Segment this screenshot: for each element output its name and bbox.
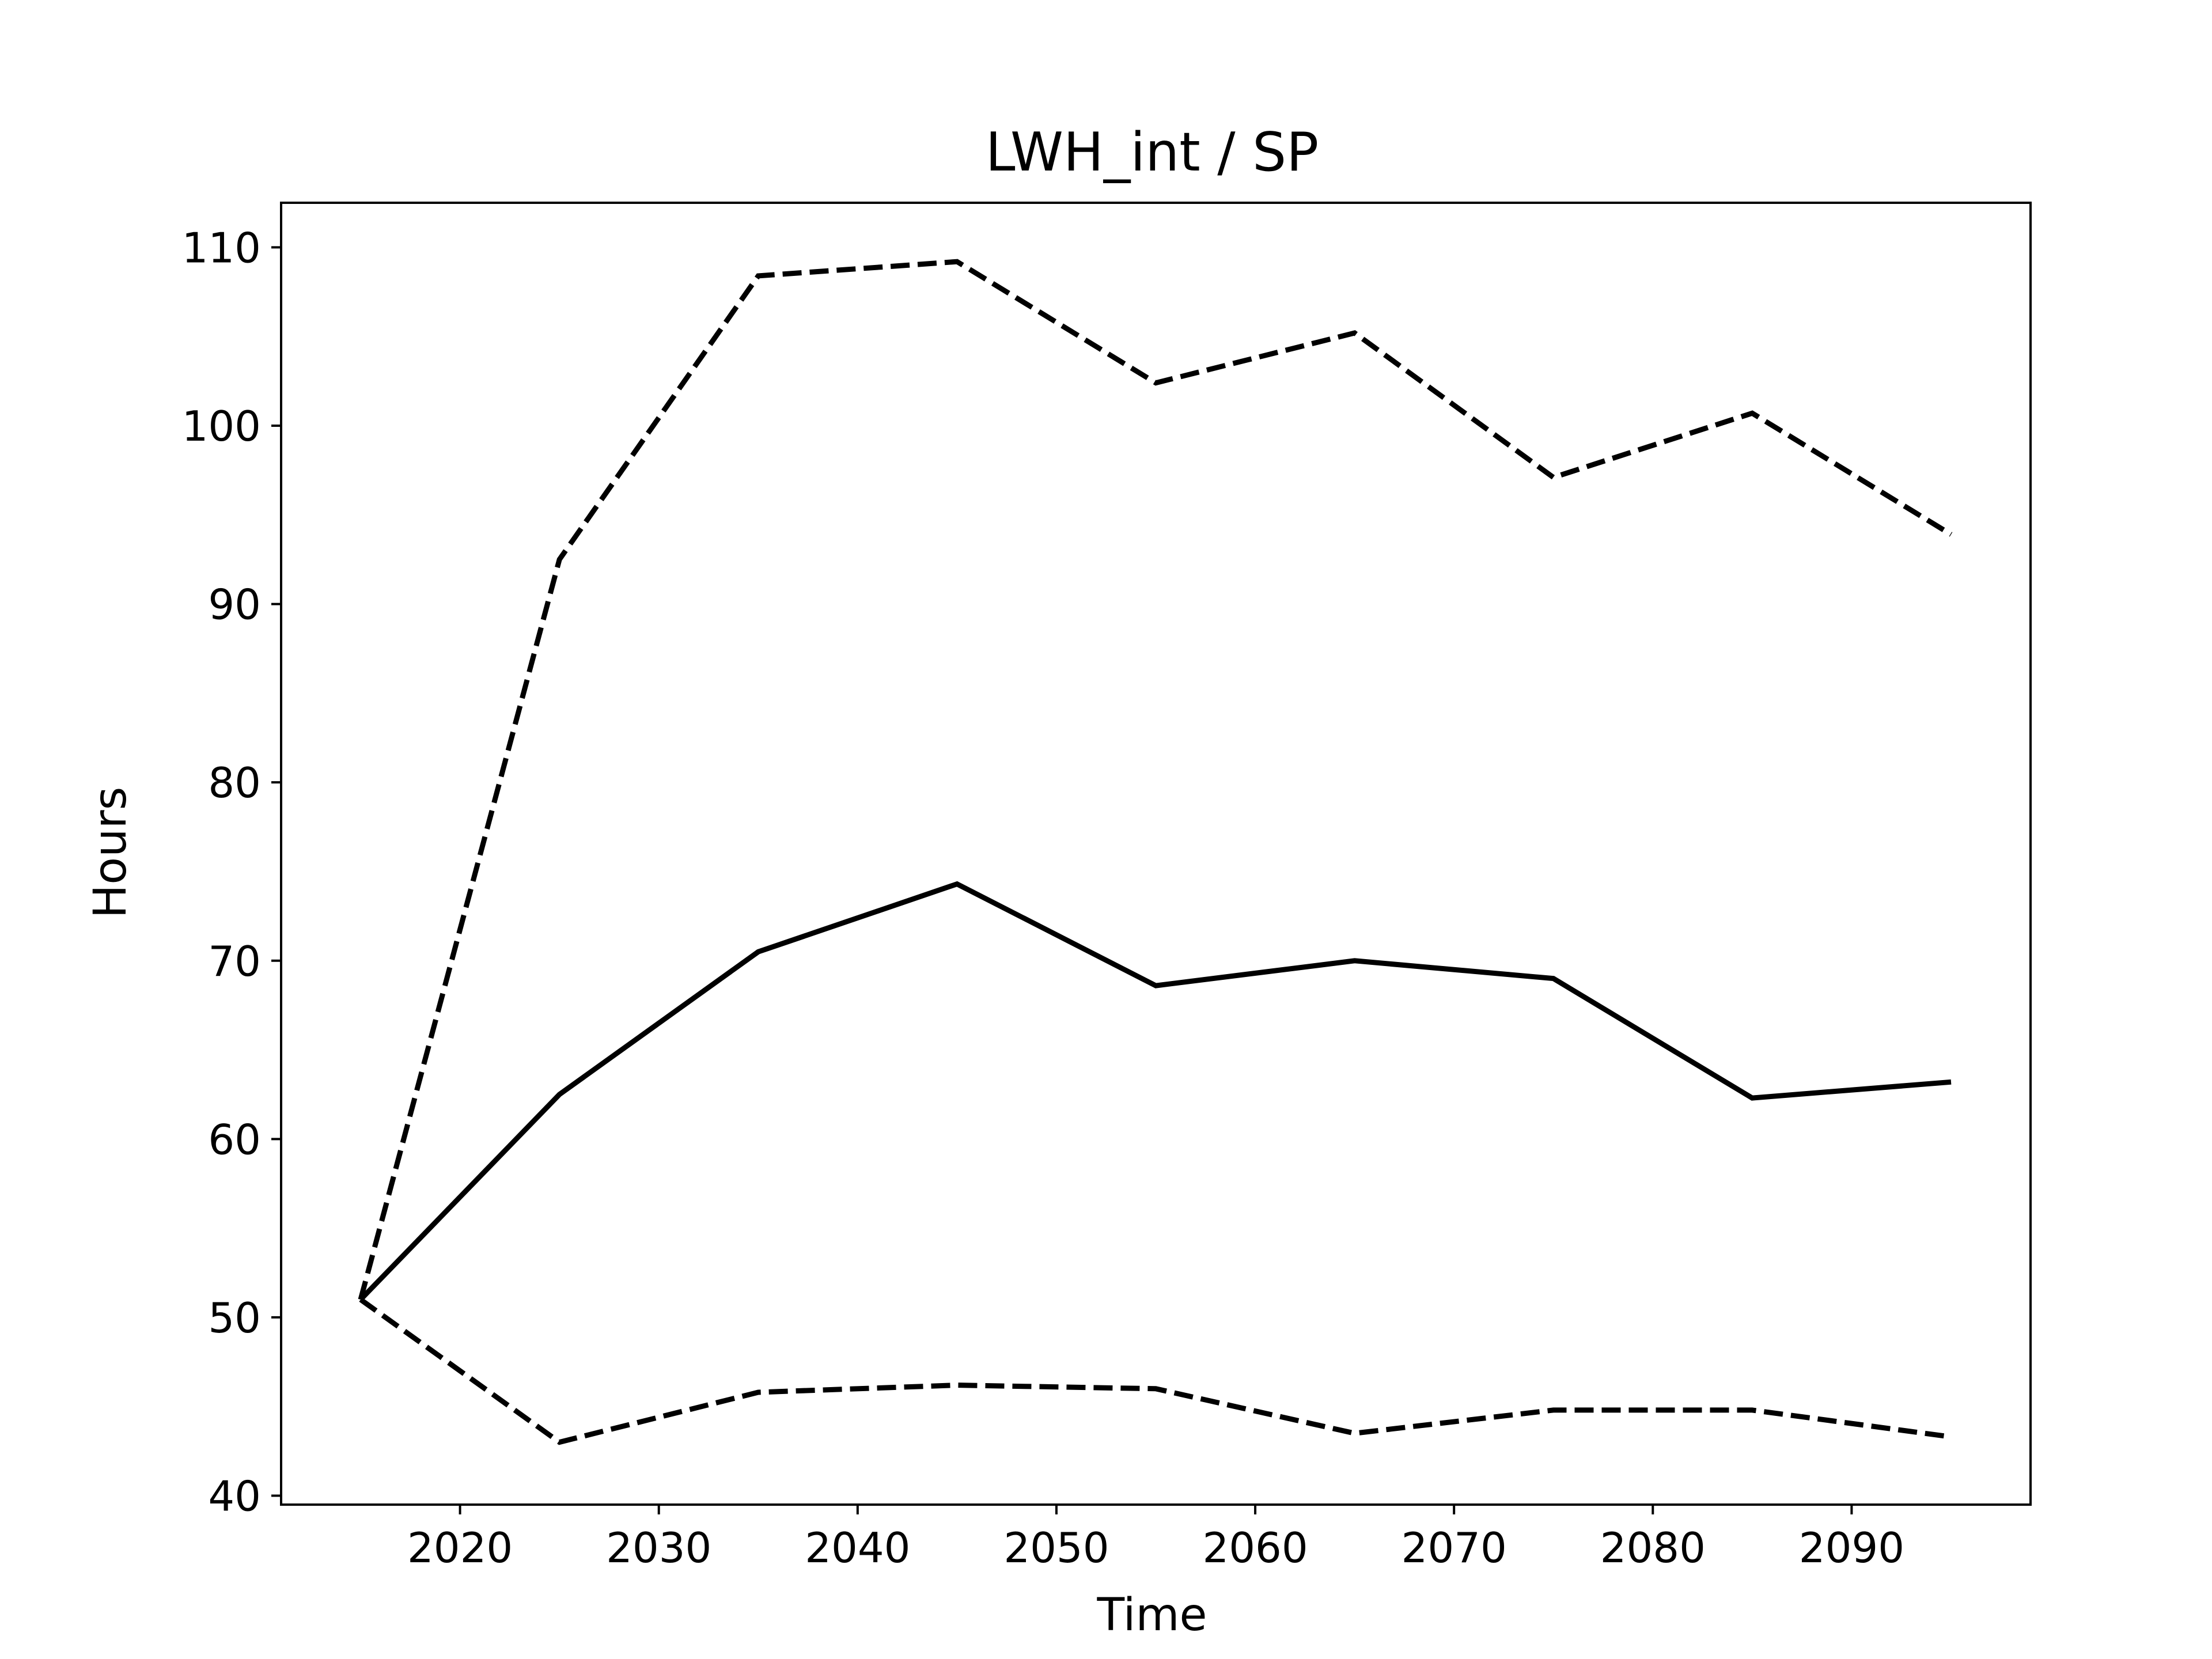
y-tick-label: 80 — [208, 759, 261, 807]
x-tick-label: 2050 — [1003, 1524, 1109, 1572]
y-tick-label: 100 — [182, 402, 261, 450]
y-tick-label: 90 — [208, 581, 261, 629]
series-line-2-dashed — [358, 259, 1953, 1301]
y-tick-label: 60 — [208, 1115, 261, 1164]
x-tick-label: 2060 — [1202, 1524, 1308, 1572]
x-tick-label: 2070 — [1402, 1524, 1507, 1572]
x-tick-label: 2090 — [1799, 1524, 1904, 1572]
x-axis-title: Time — [1097, 1589, 1207, 1641]
y-tick-label: 40 — [208, 1472, 261, 1521]
y-axis-title: Hours — [85, 787, 137, 919]
x-tick-label: 2040 — [805, 1524, 910, 1572]
plot-frame — [280, 202, 2032, 1506]
x-tick-label: 2030 — [606, 1524, 711, 1572]
y-tick-label: 70 — [208, 937, 261, 986]
axes-layer: 2020 2030 2040 2050 2060 2070 2080 2090 40 50 60 70… — [182, 202, 2032, 1572]
y-tick-label: 50 — [208, 1294, 261, 1342]
chart-title: LWH_int / SP — [986, 121, 1319, 183]
x-tick-label: 2080 — [1600, 1524, 1706, 1572]
series-line-3-dashed — [359, 1297, 1952, 1445]
y-tick-label: 110 — [182, 224, 261, 272]
series-layer — [358, 259, 1953, 1445]
series-line-1-solid — [358, 881, 1952, 1302]
x-tick-label: 2020 — [407, 1524, 513, 1572]
